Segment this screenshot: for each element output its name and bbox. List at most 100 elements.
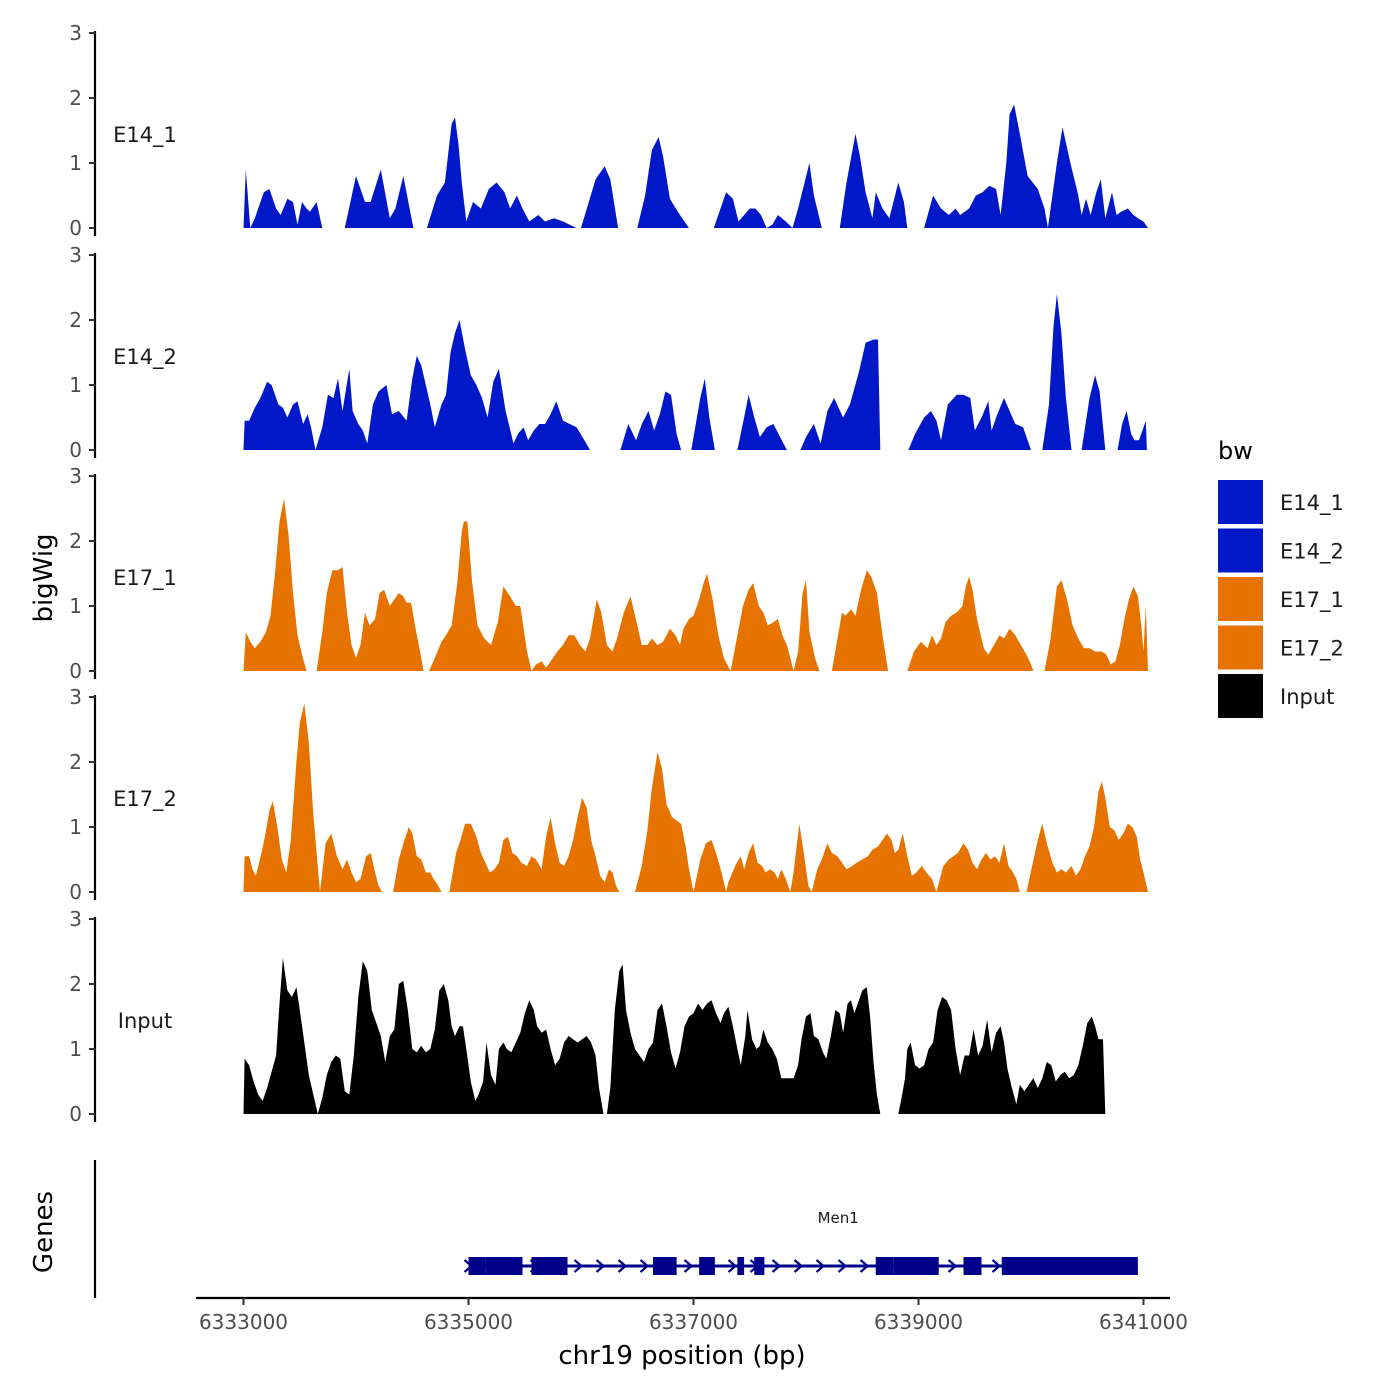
coverage-area [831, 570, 889, 671]
y-tick-label: 0 [69, 216, 82, 240]
coverage-area [839, 133, 908, 228]
x-axis: 6333000 6335000 6337000 6339000 6341000 [196, 1296, 1188, 1334]
coverage-area [1081, 375, 1106, 450]
y-tick-label: 3 [69, 685, 82, 709]
y-tick-label: 0 [69, 438, 82, 462]
legend: E14_1 E14_2 E17_1 E17_2 Input [1218, 480, 1344, 718]
y-tick-label: 3 [69, 21, 82, 45]
strand-arrow [595, 1259, 606, 1273]
legend-swatch [1218, 480, 1263, 524]
track-input: 0 1 2 3 Input [69, 907, 1106, 1126]
coverage-area [693, 823, 812, 892]
legend-label: Input [1280, 685, 1334, 709]
coverage-area [315, 320, 590, 450]
exon-block [531, 1257, 568, 1275]
coverage-area [581, 166, 619, 228]
legend-swatch [1218, 577, 1263, 621]
strand-arrow [793, 1259, 804, 1273]
track-e17-2: 0 1 2 3 E17_2 [69, 685, 1148, 904]
coverage-area [316, 567, 424, 671]
coverage-area [924, 104, 1048, 228]
strand-arrow [771, 1259, 782, 1273]
exon-block [468, 1257, 486, 1275]
legend-label: E17_2 [1280, 637, 1344, 662]
coverage-area [898, 997, 1106, 1114]
legend-item-e17-2: E17_2 [1218, 625, 1344, 670]
x-axis-title: chr19 position (bp) [558, 1341, 805, 1371]
coverage-area [429, 521, 532, 671]
legend-swatch [1218, 625, 1263, 670]
y-tick-label: 0 [69, 880, 82, 904]
y-tick-label: 2 [69, 972, 82, 996]
coverage-area [1044, 580, 1148, 671]
coverage-area [1047, 127, 1148, 228]
coverage-area [344, 169, 414, 228]
coverage-area [531, 573, 731, 671]
coverage-area [691, 378, 715, 450]
coverage-area [1026, 781, 1148, 892]
y-tick-label: 0 [69, 1102, 82, 1126]
exon-block [737, 1257, 745, 1275]
track-e14-1: 0 1 2 3 E14_1 [69, 21, 1148, 240]
coverage-area [713, 163, 822, 228]
y-tick-label: 1 [69, 1037, 82, 1061]
coverage-area [606, 964, 881, 1114]
legend-item-e14-2: E14_2 [1218, 528, 1344, 573]
gene-men1: Men1 [463, 1209, 1138, 1275]
y-tick-label: 2 [69, 529, 82, 553]
legend-label: E14_1 [1280, 491, 1344, 516]
exon-block [963, 1257, 982, 1275]
coverage-area [620, 391, 682, 450]
y-tick-label: 3 [69, 243, 82, 267]
coverage-area [1042, 294, 1072, 450]
coverage-area [449, 797, 620, 892]
coverage-area [635, 752, 694, 892]
strand-arrow [617, 1259, 628, 1273]
track-label: E14_1 [113, 123, 177, 148]
x-tick-label: 6337000 [649, 1310, 738, 1334]
y-tick-label: 2 [69, 308, 82, 332]
y-tick-label: 1 [69, 815, 82, 839]
y-tick-label: 1 [69, 594, 82, 618]
track-label: Input [118, 1009, 172, 1033]
y-tick-label: 2 [69, 86, 82, 110]
y-axis-title: bigWig [29, 533, 59, 622]
track-label: E14_2 [113, 345, 177, 370]
coverage-area [737, 394, 787, 450]
genes-track-title: Genes [29, 1191, 59, 1273]
strand-arrow [859, 1259, 870, 1273]
x-tick-label: 6339000 [874, 1310, 963, 1334]
gene-label: Men1 [818, 1209, 859, 1227]
exon-block [875, 1257, 894, 1275]
coverage-area [243, 169, 323, 228]
coverage-area [936, 843, 1020, 892]
y-tick-label: 0 [69, 659, 82, 683]
coverage-tracks: 0 1 2 3 E14_1 0 1 2 3 E14_2 0 1 2 3 E17_1 0 1 2 3 E17_2 0 1 2 3… [69, 21, 1148, 1126]
y-tick-label: 2 [69, 750, 82, 774]
coverage-area [317, 961, 604, 1114]
y-tick-label: 1 [69, 151, 82, 175]
strand-arrow [639, 1259, 650, 1273]
y-tick-label: 1 [69, 373, 82, 397]
legend-item-input: Input [1218, 674, 1334, 718]
strand-arrow [573, 1259, 584, 1273]
strand-arrow [683, 1259, 694, 1273]
x-tick-label: 6341000 [1099, 1310, 1188, 1334]
y-tick-label: 3 [69, 907, 82, 931]
exon-block [893, 1257, 939, 1275]
coverage-area [811, 833, 937, 892]
coverage-area [393, 827, 442, 892]
strand-arrow [991, 1259, 1002, 1273]
strand-arrow [727, 1259, 738, 1273]
coverage-area [243, 498, 307, 671]
legend-label: E17_1 [1280, 588, 1344, 613]
coverage-area [908, 394, 1031, 450]
exon-block [754, 1257, 765, 1275]
coverage-area [800, 339, 881, 450]
coverage-area [907, 576, 1034, 671]
exon-block [1001, 1257, 1138, 1275]
exon-block [653, 1257, 677, 1275]
strand-arrow [837, 1259, 848, 1273]
y-tick-label: 3 [69, 464, 82, 488]
